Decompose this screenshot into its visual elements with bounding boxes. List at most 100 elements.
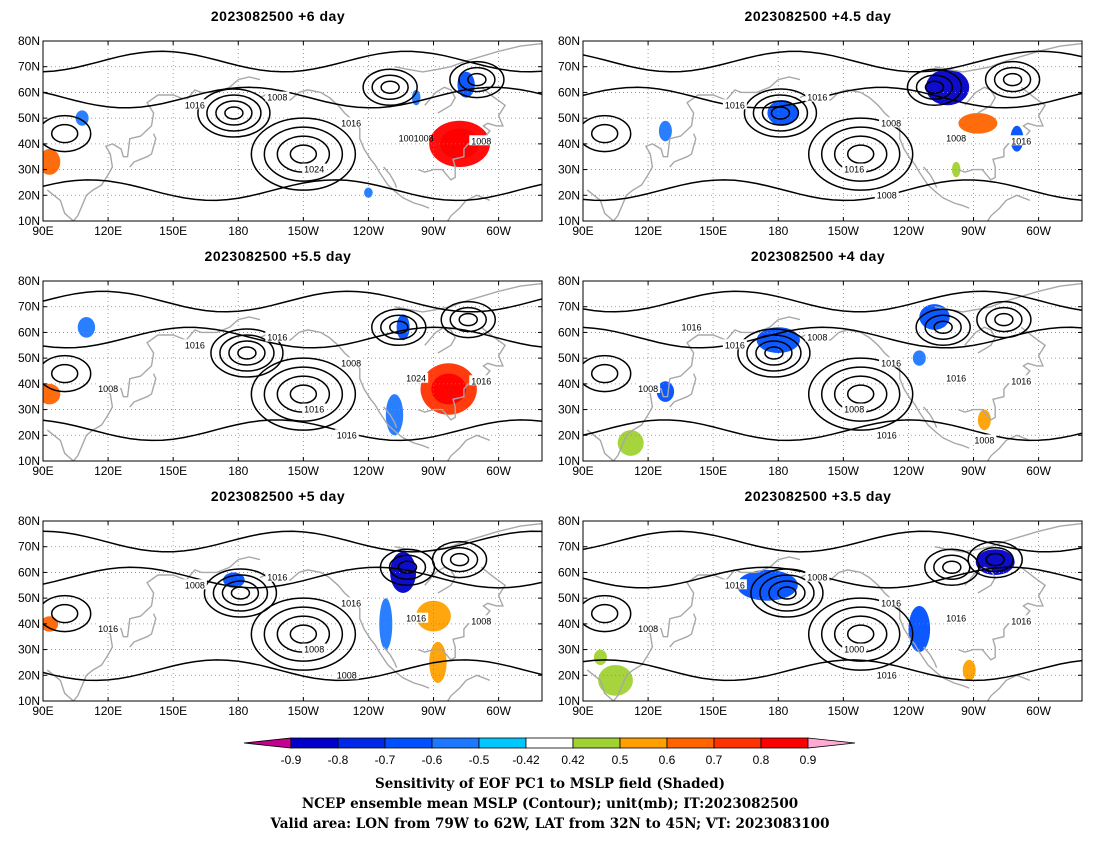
sensitivity-map: 1016 1016 1008 1016 1008 1016 1008 80N 70N 60N 50N…: [558, 36, 1083, 236]
contour-label: 1016: [877, 430, 897, 440]
lat-label: 70N: [18, 300, 40, 314]
coastline: [446, 674, 491, 701]
sensitivity-shading: [379, 598, 393, 650]
mslp-contour: [371, 74, 409, 101]
caption-contour-info: NCEP ensemble mean MSLP (Contour); unit(…: [301, 796, 799, 812]
panel-title: 2023082500 +4 day: [750, 248, 886, 264]
mslp-contour: [43, 326, 542, 349]
contour-label: 1016: [725, 340, 745, 350]
contour-label: 1016: [98, 624, 118, 634]
contour-label-bg: [874, 189, 899, 200]
lon-label: 90W: [421, 464, 446, 476]
map-panel-4: 2023082500 +4 day 1016 1008 1016 1008 1016 10…: [548, 248, 1088, 478]
lat-label: 30N: [18, 403, 40, 417]
colorbar-swatch: [337, 737, 386, 749]
coastline: [986, 674, 1031, 701]
coastline: [669, 613, 697, 648]
lon-label: 90E: [572, 224, 593, 236]
lat-label: 50N: [18, 591, 40, 605]
lon-label: 180: [768, 704, 788, 716]
mslp-contour: [43, 419, 542, 442]
lon-label: 90W: [961, 464, 986, 476]
contour-label: 1016: [946, 614, 966, 624]
mslp-contour: [846, 384, 875, 404]
lat-label: 10N: [558, 694, 580, 708]
mslp-contour: [583, 419, 1082, 442]
contour-label-bg: [636, 623, 661, 633]
contour-label-bg: [722, 579, 747, 590]
sensitivity-shading: [658, 120, 672, 142]
contour-label-bg: [805, 571, 830, 582]
coastline: [964, 326, 997, 354]
lon-label: 90E: [572, 704, 593, 716]
contour-label: 1016: [1011, 376, 1031, 386]
contour-label-bg: [879, 117, 904, 128]
mslp-contour: [807, 117, 914, 191]
lon-label: 90E: [32, 224, 53, 236]
map-plot-area: 1016 1016 1008 1016 1008 1016 1008: [583, 41, 1082, 221]
mslp-contour: [985, 552, 1005, 567]
contour-label-bg: [265, 91, 290, 102]
coastline: [129, 373, 157, 408]
mslp-contour: [224, 106, 244, 120]
panel-title: 2023082500 +5.5 day: [204, 248, 352, 264]
mslp-contour: [933, 554, 971, 581]
coastline: [424, 326, 457, 354]
coastline: [129, 613, 157, 648]
lat-label: 80N: [18, 276, 40, 288]
sensitivity-map: 1008 1016 1016 1008 1016 1008 1008 1016 80N 70N 60…: [18, 516, 543, 716]
caption-valid-area: Valid area: LON from 79W to 62W, LAT fro…: [270, 816, 830, 832]
lon-label: 90W: [961, 704, 986, 716]
sensitivity-shading: [656, 381, 675, 402]
coastline: [964, 86, 997, 114]
coastline: [669, 373, 697, 408]
mslp-contour: [583, 566, 1082, 589]
coastline: [958, 326, 1047, 421]
mslp-contour: [458, 66, 496, 93]
lon-label: 120W: [353, 224, 385, 236]
lon-label: 120E: [94, 464, 122, 476]
lat-label: 40N: [558, 137, 580, 151]
contour-label-bg: [879, 597, 904, 608]
colorbar-swatch: [713, 737, 762, 749]
contour-label-bg: [469, 135, 494, 146]
contour-label-bg: [334, 429, 359, 440]
contour-label-bg: [96, 383, 121, 393]
mslp-contour: [440, 300, 496, 339]
mslp-contour: [820, 606, 901, 662]
lat-label: 60N: [18, 565, 40, 579]
coastline: [383, 646, 398, 668]
map-plot-area: 1016 1008 1016 1008 1016 1016 1016 1008 1016 1008: [583, 281, 1082, 461]
contour-label-bg: [182, 579, 207, 590]
lat-label: 20N: [18, 188, 40, 202]
sensitivity-shading: [593, 649, 607, 665]
mslp-contour: [221, 580, 260, 606]
contour-label: 1016: [877, 670, 897, 680]
contour-label: 1016: [341, 118, 361, 128]
contour-label-bg: [842, 163, 867, 174]
colorbar-label: 0.8: [753, 753, 770, 767]
contour-label: 1008: [185, 580, 205, 590]
mslp-contour: [583, 50, 1082, 73]
coastline: [446, 194, 491, 221]
panel-title: 2023082500 +6 day: [210, 8, 346, 24]
contour-label-bg: [874, 669, 899, 680]
panel-title: 2023082500 +4.5 day: [744, 8, 892, 24]
lat-label: 10N: [558, 454, 580, 468]
colorbar-label: -0.7: [375, 753, 396, 767]
contour-label: 1008: [877, 190, 897, 200]
contour-label: 1016: [267, 333, 287, 343]
mslp-contour: [583, 594, 632, 633]
colorbar-swatch: [290, 737, 339, 749]
mslp-contour: [967, 540, 1023, 579]
lon-label: 120E: [634, 704, 662, 716]
lat-label: 20N: [18, 668, 40, 682]
mslp-contour: [764, 346, 784, 360]
contour-label-bg: [879, 357, 904, 368]
mslp-contour: [50, 603, 79, 624]
contour-label: 1016: [185, 100, 205, 110]
coastline: [669, 133, 697, 168]
lon-label: 180: [228, 704, 248, 716]
mslp-contour: [993, 66, 1032, 93]
mslp-contour: [289, 144, 318, 164]
